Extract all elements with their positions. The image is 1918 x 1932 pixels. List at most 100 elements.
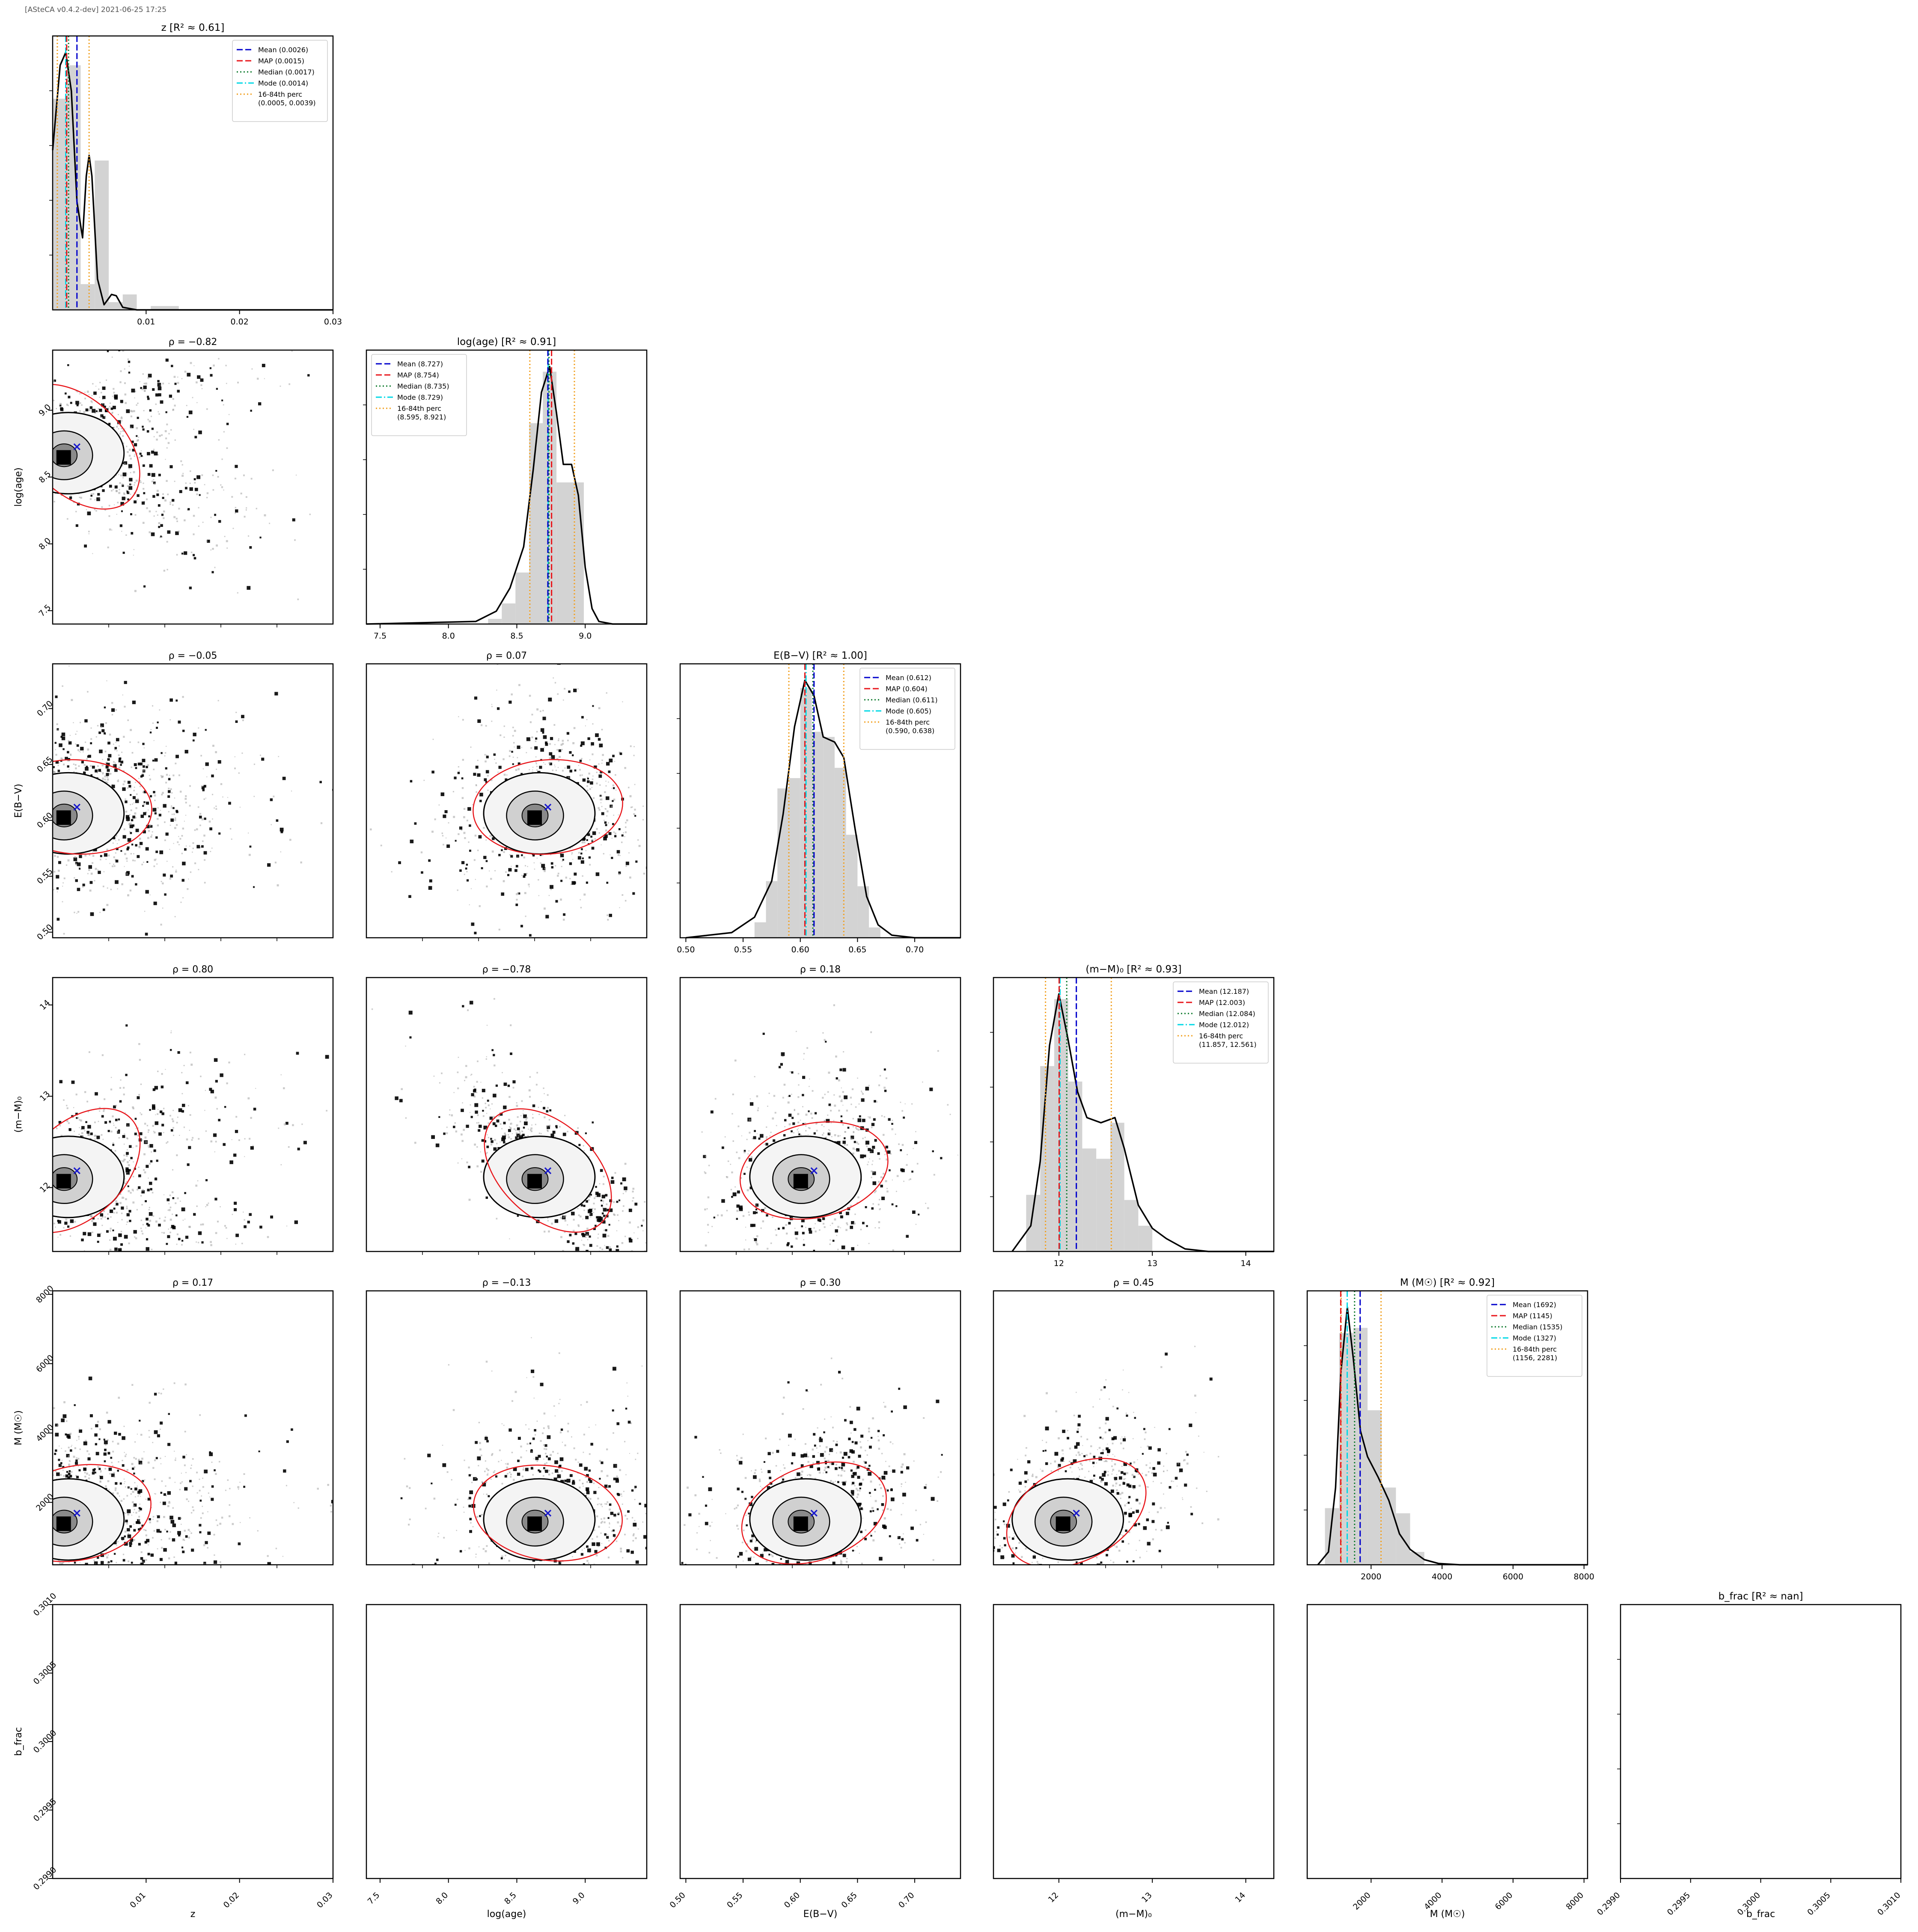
scatter-point bbox=[468, 1198, 471, 1201]
scatter-point bbox=[485, 860, 488, 862]
scatter-point bbox=[84, 1250, 85, 1251]
scatter-point bbox=[625, 862, 629, 865]
legend-entry: (0.590, 0.638) bbox=[886, 727, 934, 735]
scatter-point bbox=[143, 488, 145, 490]
scatter-point bbox=[75, 862, 77, 864]
scatter-point bbox=[121, 416, 122, 418]
scatter-point bbox=[288, 383, 291, 385]
plot-frame bbox=[993, 977, 1275, 1252]
scatter-point bbox=[60, 736, 63, 738]
scatter-point bbox=[634, 784, 636, 785]
scatter-point bbox=[169, 1115, 171, 1117]
scatter-point bbox=[139, 838, 141, 840]
scatter-point bbox=[583, 939, 585, 940]
scatter-point bbox=[467, 1009, 469, 1011]
scatter-point bbox=[115, 1118, 118, 1121]
scatter-point bbox=[892, 1120, 893, 1121]
scatter-point bbox=[630, 806, 632, 808]
scatter-point bbox=[226, 447, 228, 449]
scatter-point bbox=[214, 567, 216, 568]
scatter-point bbox=[345, 785, 347, 787]
scatter-point bbox=[67, 760, 69, 762]
legend-entry: Median (0.611) bbox=[886, 696, 938, 704]
scatter-point bbox=[628, 787, 630, 788]
scatter-point bbox=[587, 778, 589, 780]
scatter-point bbox=[164, 752, 167, 754]
scatter-point bbox=[79, 866, 80, 868]
scatter-point bbox=[583, 1204, 586, 1207]
scatter-point bbox=[161, 1073, 163, 1075]
scatter-point bbox=[189, 805, 191, 807]
scatter-point bbox=[598, 707, 601, 710]
scatter-point bbox=[143, 830, 146, 834]
scatter-point bbox=[125, 815, 130, 819]
kde-line bbox=[1011, 993, 1274, 1252]
scatter-point bbox=[111, 785, 115, 788]
scatter-point bbox=[220, 1073, 223, 1077]
scatter-point bbox=[115, 1105, 117, 1107]
scatter-point bbox=[562, 1216, 565, 1218]
scatter-point bbox=[89, 1214, 92, 1217]
scatter-point bbox=[569, 751, 572, 754]
scatter-point bbox=[226, 547, 228, 549]
scatter-point bbox=[598, 763, 600, 765]
scatter-point bbox=[122, 477, 124, 479]
scatter-point bbox=[189, 586, 192, 589]
scatter-point bbox=[606, 1246, 609, 1249]
scatter-point bbox=[666, 737, 669, 740]
scatter-point bbox=[172, 504, 174, 506]
legend-entry: Mode (8.729) bbox=[397, 393, 443, 401]
scatter-point bbox=[155, 836, 158, 839]
scatter-point bbox=[134, 390, 137, 392]
scatter-point bbox=[220, 783, 223, 785]
scatter-point bbox=[588, 1195, 590, 1198]
scatter-point bbox=[132, 700, 136, 704]
scatter-point bbox=[203, 834, 205, 837]
scatter-point bbox=[874, 1100, 876, 1103]
scatter-point bbox=[89, 406, 92, 409]
scatter-point bbox=[83, 764, 86, 766]
scatter-point bbox=[161, 536, 163, 538]
scatter-point bbox=[577, 688, 579, 690]
scatter-point bbox=[53, 766, 55, 768]
scatter-point bbox=[77, 888, 80, 891]
scatter-point bbox=[141, 1230, 143, 1232]
scatter-point bbox=[341, 1228, 342, 1229]
x-tick-label: 13 bbox=[1147, 1259, 1157, 1268]
scatter-point bbox=[160, 775, 162, 776]
scatter-point bbox=[59, 762, 60, 764]
scatter-point bbox=[118, 1129, 120, 1132]
scatter-point bbox=[233, 1252, 236, 1255]
scatter-point bbox=[443, 844, 444, 846]
scatter-point bbox=[116, 1212, 118, 1214]
scatter-point bbox=[185, 1081, 189, 1085]
scatter-point bbox=[65, 392, 67, 395]
scatter-point bbox=[184, 848, 187, 851]
scatter-point bbox=[102, 908, 105, 911]
scatter-point bbox=[343, 774, 346, 777]
scatter-point bbox=[571, 881, 576, 885]
scatter-point bbox=[115, 840, 116, 841]
scatter-point bbox=[212, 489, 214, 491]
scatter-point bbox=[524, 1121, 528, 1126]
scatter-point bbox=[130, 832, 132, 834]
scatter-point bbox=[110, 1130, 113, 1132]
scatter-point bbox=[815, 1231, 817, 1233]
scatter-point bbox=[196, 493, 198, 495]
diag-panel-log-age: log(age) [R² ≈ 0.91]Mean (8.727)MAP (8.7… bbox=[363, 336, 648, 641]
scatter-point bbox=[104, 1121, 107, 1124]
scatter-point bbox=[466, 871, 468, 873]
scatter-point bbox=[97, 869, 98, 871]
scatter-point bbox=[517, 1215, 519, 1217]
scatter-point bbox=[571, 1212, 575, 1216]
scatter-point bbox=[604, 1245, 605, 1246]
scatter-point bbox=[461, 787, 464, 789]
scatter-point bbox=[169, 719, 171, 721]
scatter-point bbox=[107, 1213, 109, 1215]
x-tick-label: 8.0 bbox=[442, 631, 455, 641]
scatter-point bbox=[133, 790, 135, 791]
scatter-point bbox=[156, 438, 158, 441]
scatter-point bbox=[150, 795, 152, 797]
scatter-point bbox=[130, 794, 132, 796]
scatter-point bbox=[151, 1248, 153, 1250]
